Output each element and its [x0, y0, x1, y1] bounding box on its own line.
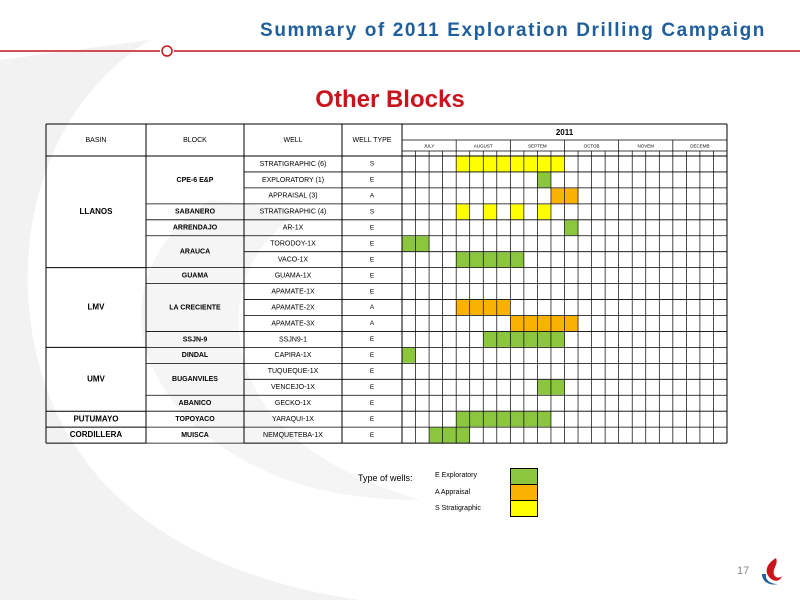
well-name: TUQUEQUE-1X [268, 368, 319, 375]
schedule-bar-e [456, 411, 551, 427]
basin-label: LMV [88, 303, 106, 312]
well-name: NEMQUETEBA-1X [263, 432, 323, 439]
basin-label: LLANOS [80, 207, 114, 216]
basin-label: PUTUMAYO [73, 414, 118, 423]
legend-entry-exploratory: E Exploratory [435, 472, 478, 479]
block-label: ABANICO [179, 400, 212, 407]
column-header-well: WELL [283, 137, 302, 144]
schedule-bar-e [564, 220, 579, 236]
well-name: SSJN9-1 [279, 336, 307, 343]
well-name: VENCEJO-1X [271, 384, 315, 391]
column-header-block: BLOCK [183, 137, 207, 144]
well-type: E [370, 288, 375, 295]
schedule-bar-s [537, 204, 551, 220]
well-name: APAMATE-2X [271, 304, 315, 311]
well-type: S [370, 209, 375, 216]
schedule-bar-e [429, 427, 470, 443]
block-label: ARRENDAJO [173, 225, 218, 232]
well-name: EXPLORATORY (1) [262, 177, 324, 184]
page-number: 17 [737, 565, 750, 577]
legend-swatch-appraisal [510, 484, 538, 501]
well-type: S [370, 161, 375, 168]
block-label: LA CRECIENTE [169, 304, 221, 311]
well-name: APPRAISAL (3) [268, 193, 317, 200]
block-label: GUAMA [182, 272, 208, 279]
well-type: E [370, 384, 375, 391]
well-type: E [370, 352, 375, 359]
month-header: JULY [424, 144, 435, 149]
block-label: BUGANVILES [172, 376, 218, 383]
well-type: E [370, 432, 375, 439]
well-name: TORODOY-1X [270, 241, 316, 248]
well-type: E [370, 256, 375, 263]
month-header: NOVEM [637, 144, 654, 149]
year-header: 2011 [556, 128, 574, 137]
month-header: DECEMB [690, 144, 709, 149]
schedule-bar-e [402, 347, 416, 363]
company-logo [762, 558, 782, 585]
slide-title: Summary of 2011 Exploration Drilling Cam… [260, 20, 766, 41]
schedule-bar-s [456, 204, 470, 220]
well-name: STRATIGRAPHIC (6) [260, 161, 327, 168]
schedule-bar-e [456, 252, 524, 268]
well-name: APAMATE-1X [271, 288, 315, 295]
legend-swatch-exploratory [510, 468, 538, 485]
schedule-bar-s [483, 204, 497, 220]
block-label: MUISCA [181, 432, 209, 439]
column-header-well-type: WELL TYPE [353, 137, 392, 144]
legend-swatches [510, 468, 538, 517]
well-name: STRATIGRAPHIC (4) [260, 209, 327, 216]
well-type: E [370, 240, 375, 247]
month-header: SEPTEM [528, 144, 547, 149]
legend-entry-appraisal: A Appraisal [435, 489, 471, 496]
well-name: AR-1X [283, 225, 304, 232]
block-label: CPE-6 E&P [177, 177, 214, 184]
block-label: TOPOYACO [175, 416, 215, 423]
block-label: SABANERO [175, 209, 216, 216]
well-type: E [370, 272, 375, 279]
month-header: OCTOB [584, 144, 600, 149]
basin-label: CORDILLERA [70, 430, 123, 439]
block-label: ARAUCA [180, 249, 210, 256]
schedule-bar-a [510, 316, 579, 331]
well-name: GECKO-1X [275, 400, 312, 407]
legend-swatch-stratigraphic [510, 500, 538, 517]
well-type: E [370, 177, 375, 184]
title-divider [0, 45, 800, 57]
well-type: A [370, 320, 375, 327]
well-type: A [370, 304, 375, 311]
well-type: E [370, 224, 375, 231]
well-name: CAPIRA-1X [275, 352, 312, 359]
block-label: SSJN-9 [183, 336, 208, 343]
well-type: E [370, 400, 375, 407]
well-type: E [370, 368, 375, 375]
column-header-basin: BASIN [85, 137, 106, 144]
schedule-bar-s [510, 204, 524, 220]
section-heading: Other Blocks [315, 86, 465, 113]
well-name: APAMATE-3X [271, 320, 315, 327]
legend-entry-stratigraphic: S Stratigraphic [435, 505, 481, 512]
legend-label: Type of wells: [358, 473, 413, 483]
well-type: E [370, 416, 375, 423]
well-type: E [370, 336, 375, 343]
schedule-bar-e [537, 172, 551, 188]
well-type: A [370, 193, 375, 200]
block-label: DINDAL [182, 352, 209, 359]
well-name: YARAQUI-1X [272, 416, 314, 423]
well-name: GUAMA-1X [275, 272, 312, 279]
basin-label: UMV [87, 374, 105, 383]
well-name: VACO-1X [278, 257, 309, 264]
month-header: AUGUST [474, 144, 493, 149]
